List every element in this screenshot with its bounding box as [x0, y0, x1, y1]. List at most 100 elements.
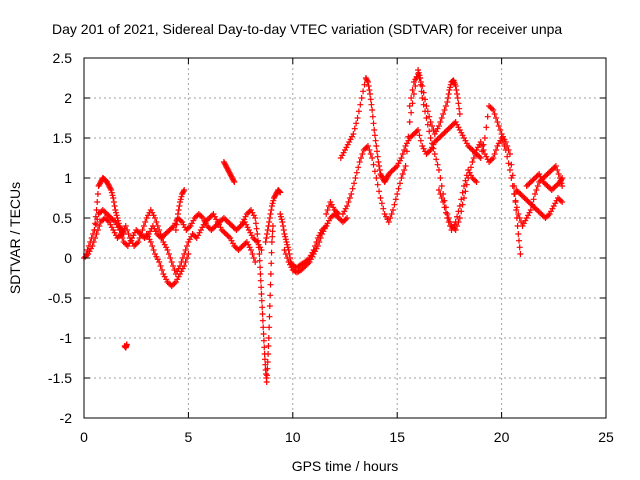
data-point	[532, 175, 539, 181]
data-point	[284, 255, 291, 261]
data-point	[168, 283, 175, 289]
data-point	[537, 173, 544, 180]
data-point	[110, 195, 117, 201]
data-point	[324, 207, 331, 213]
data-point	[120, 231, 127, 237]
data-point	[163, 276, 170, 283]
data-point	[523, 215, 530, 221]
data-point	[149, 243, 156, 249]
data-point	[454, 91, 461, 97]
data-point	[526, 180, 533, 187]
data-point	[383, 176, 390, 183]
data-point	[520, 193, 527, 200]
data-point	[96, 223, 103, 229]
data-point	[243, 211, 250, 217]
data-point	[328, 201, 335, 208]
data-point	[119, 229, 126, 236]
data-point	[466, 169, 473, 176]
data-point	[520, 220, 527, 227]
data-point	[267, 281, 274, 288]
data-point	[259, 317, 266, 324]
data-point	[401, 167, 408, 173]
data-point	[516, 189, 522, 196]
data-point	[256, 257, 263, 264]
data-point	[253, 225, 260, 232]
data-point	[266, 324, 273, 331]
data-point	[158, 267, 165, 273]
data-point	[519, 223, 526, 229]
data-point	[427, 119, 434, 125]
data-point	[380, 205, 387, 212]
data-point	[429, 123, 435, 129]
data-point	[234, 225, 241, 232]
data-point	[364, 79, 371, 85]
data-point	[353, 120, 360, 127]
data-point	[143, 215, 150, 221]
data-point	[184, 255, 191, 261]
data-point	[434, 125, 441, 132]
data-point	[327, 215, 334, 221]
data-point	[282, 236, 289, 243]
data-point	[505, 160, 512, 167]
data-point	[133, 240, 140, 247]
data-point	[498, 135, 505, 141]
y-tick-label: -1.5	[48, 370, 72, 386]
data-point	[266, 313, 273, 320]
data-point	[323, 223, 330, 229]
data-point	[174, 211, 181, 217]
data-point	[124, 227, 131, 233]
data-point	[454, 121, 461, 128]
data-point	[449, 224, 456, 231]
data-point	[277, 213, 284, 220]
data-point	[543, 181, 550, 188]
data-point	[248, 232, 255, 239]
data-point	[246, 244, 253, 251]
data-point	[92, 220, 99, 227]
data-point	[487, 104, 494, 111]
data-point	[215, 220, 222, 227]
data-point	[110, 227, 117, 233]
data-point	[437, 119, 444, 125]
data-point	[94, 191, 101, 197]
data-point	[430, 127, 437, 133]
data-point	[277, 211, 284, 217]
data-point	[149, 223, 156, 229]
data-point	[461, 195, 468, 201]
data-point	[536, 171, 543, 177]
data-point	[385, 171, 392, 177]
data-point	[309, 253, 316, 260]
data-point	[229, 176, 236, 183]
data-point	[175, 207, 182, 213]
data-point	[265, 335, 272, 341]
data-point	[541, 180, 548, 187]
data-point	[185, 251, 192, 257]
data-point	[477, 155, 484, 161]
data-point	[342, 205, 349, 212]
data-point	[239, 243, 246, 249]
data-point	[456, 105, 463, 112]
data-point	[105, 212, 112, 219]
data-point	[258, 291, 265, 297]
data-point	[187, 223, 194, 229]
data-point	[228, 173, 235, 180]
data-point	[494, 143, 501, 149]
data-point	[170, 281, 177, 288]
data-point	[435, 167, 442, 173]
data-point	[493, 147, 500, 153]
data-point	[202, 219, 209, 225]
data-point	[344, 141, 351, 148]
data-point	[200, 215, 207, 221]
data-point	[534, 172, 541, 179]
data-point	[438, 195, 445, 201]
data-point	[476, 141, 483, 148]
data-point	[431, 151, 438, 157]
data-point	[344, 203, 351, 209]
data-point	[437, 175, 444, 181]
data-point	[340, 149, 347, 156]
data-point	[365, 83, 372, 89]
data-point	[417, 79, 424, 85]
data-point	[259, 311, 266, 317]
data-point	[458, 129, 465, 136]
data-point	[111, 229, 118, 236]
data-point	[381, 179, 388, 185]
